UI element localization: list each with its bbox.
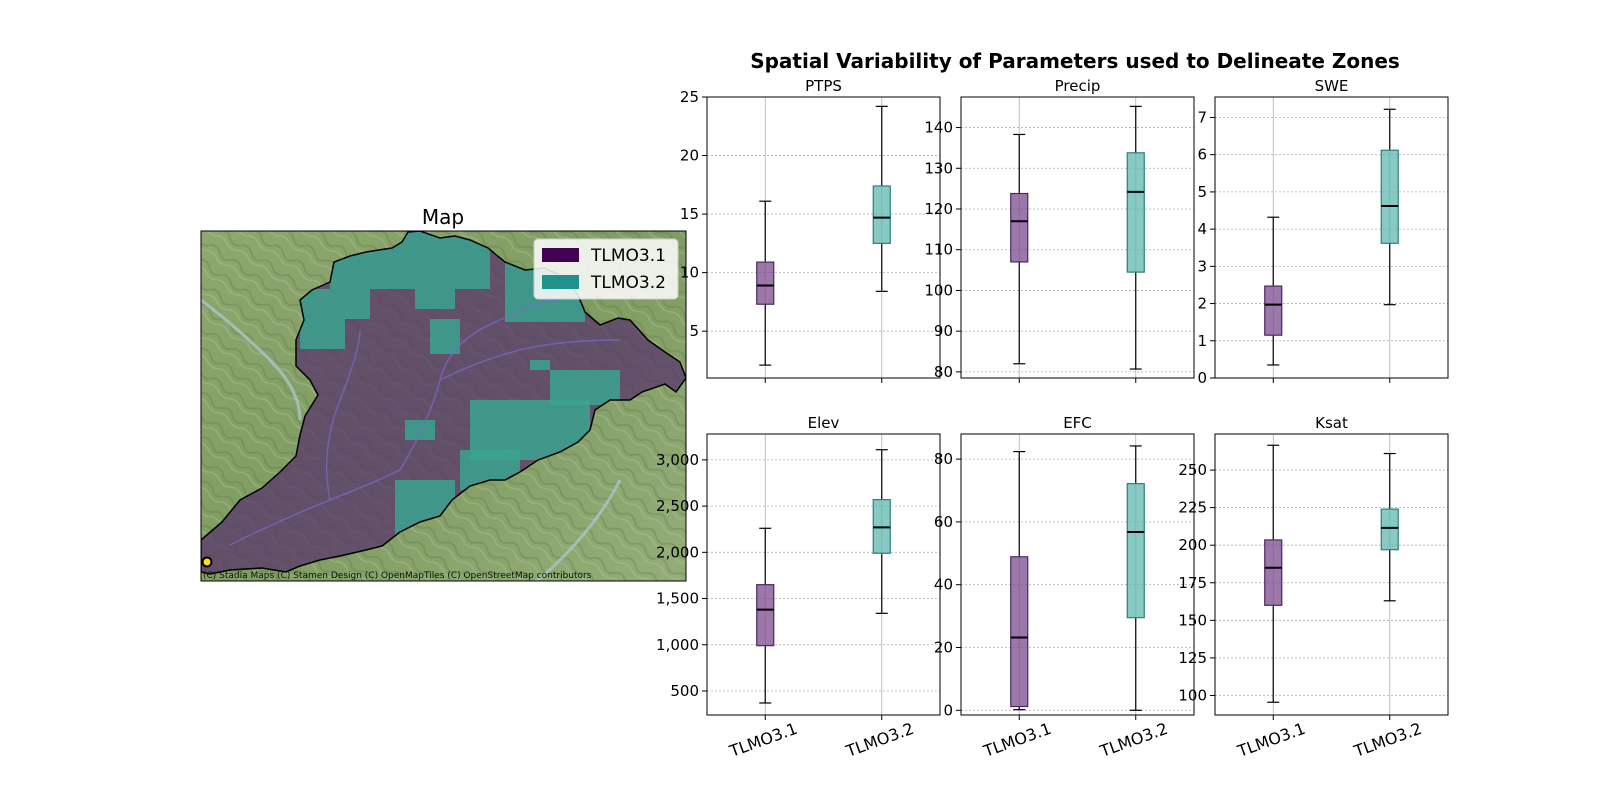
iqr-box [1126, 152, 1145, 273]
y-tick-label: 1,000 [656, 636, 699, 654]
y-tick-label: 2,500 [656, 497, 699, 515]
outlet-marker [201, 556, 213, 568]
x-tick-label: TLMO3.1 [980, 719, 1054, 761]
y-tick-label: 250 [1178, 461, 1207, 479]
x-tick-label: TLMO3.2 [1351, 719, 1425, 761]
boxplot-swe: 0 1 2 3 4 5 6 7 SWE [1197, 77, 1449, 387]
y-tick-label: 20 [680, 147, 699, 165]
y-tick-label: 80 [934, 450, 953, 468]
y-tick-label: 6 [1197, 146, 1207, 164]
y-tick-label: 130 [924, 159, 953, 177]
subplot-title: Precip [1055, 77, 1101, 95]
boxplot-precip: 80 90 100 110 120 130 140 Precip [924, 77, 1195, 383]
y-tick-label: 5 [689, 322, 699, 340]
y-tick-label: 15 [680, 205, 699, 223]
iqr-box [1264, 285, 1283, 336]
boxplot-panels: 510152025PTPS8090100110120130140Precip01… [656, 77, 1449, 761]
box-tlmo3-2 [872, 105, 891, 292]
figure-title: Spatial Variability of Parameters used t… [750, 49, 1400, 73]
y-tick-label: 25 [680, 88, 699, 106]
y-tick-label: 3 [1197, 257, 1207, 275]
y-tick-label: 80 [934, 363, 953, 381]
y-tick-label: 150 [1178, 611, 1207, 629]
box-tlmo3-2 [1126, 445, 1145, 711]
y-tick-label: 125 [1178, 649, 1207, 667]
axes-frame [960, 433, 1195, 716]
iqr-box [756, 584, 775, 647]
subplot-title: Ksat [1315, 414, 1348, 432]
boxplot-elev: 500 1,000 1,500 2,000 2,500 3,000 TLMO3.1 TLMO3… [656, 414, 941, 761]
subplot-title: Elev [808, 414, 840, 432]
axes-frame [706, 433, 941, 716]
x-tick-label: TLMO3.2 [1097, 719, 1171, 761]
iqr-box [1010, 556, 1029, 708]
y-tick-label: 90 [934, 322, 953, 340]
box-tlmo3-2 [1380, 108, 1399, 306]
iqr-box [1010, 192, 1029, 263]
axes-frame [1214, 96, 1449, 379]
iqr-box [872, 185, 891, 244]
subplot-title: EFC [1063, 414, 1092, 432]
y-tick-label: 0 [943, 701, 953, 719]
map-panel: Map [200, 205, 687, 582]
boxplot-ksat: 100 125 150 175 200 225 250 TLMO3.1 TLMO3.2 Ksat [1178, 414, 1449, 761]
map-legend: TLMO3.1 TLMO3.2 [533, 238, 679, 300]
box-tlmo3-1 [756, 200, 775, 366]
box-tlmo3-1 [1264, 216, 1283, 366]
y-tick-label: 2 [1197, 295, 1207, 313]
y-tick-label: 7 [1197, 108, 1207, 126]
x-tick-label: TLMO3.1 [726, 719, 800, 761]
iqr-box [1126, 483, 1145, 619]
y-tick-label: 5 [1197, 183, 1207, 201]
subplot-title: SWE [1315, 77, 1349, 95]
iqr-box [1380, 508, 1399, 551]
box-tlmo3-1 [1010, 133, 1029, 365]
box-tlmo3-1 [1264, 444, 1283, 703]
y-tick-label: 175 [1178, 574, 1207, 592]
y-tick-label: 3,000 [656, 451, 699, 469]
map-frame [200, 230, 687, 582]
iqr-box [1264, 539, 1283, 606]
y-tick-label: 200 [1178, 536, 1207, 554]
legend-label-tlmo3-2: TLMO3.2 [590, 273, 666, 293]
y-tick-label: 1,500 [656, 590, 699, 608]
box-tlmo3-2 [1126, 105, 1145, 370]
axes-frame [1214, 433, 1449, 716]
stream-network [229, 299, 621, 546]
box-tlmo3-1 [756, 527, 775, 704]
y-tick-label: 10 [680, 264, 699, 282]
axes-frame [706, 96, 941, 379]
boxplot-efc: 0 20 40 60 80 TLMO3.1 TLMO3.2 EFC [934, 414, 1195, 761]
y-tick-label: 1 [1197, 332, 1207, 350]
y-tick-label: 100 [1178, 686, 1207, 704]
iqr-box [1380, 149, 1399, 244]
y-tick-label: 120 [924, 200, 953, 218]
y-tick-label: 40 [934, 576, 953, 594]
y-tick-label: 110 [924, 241, 953, 259]
x-tick-label: TLMO3.2 [843, 719, 917, 761]
box-tlmo3-1 [1010, 450, 1029, 711]
box-tlmo3-2 [872, 449, 891, 614]
iqr-box [756, 261, 775, 305]
map-title: Map [422, 205, 464, 229]
axes-frame [960, 96, 1195, 379]
legend-label-tlmo3-1: TLMO3.1 [590, 246, 666, 266]
y-tick-label: 4 [1197, 220, 1207, 238]
y-tick-label: 100 [924, 281, 953, 299]
boxplot-ptps: 5 10 15 20 25 PTPS [680, 77, 941, 383]
y-tick-label: 2,000 [656, 543, 699, 561]
map-attribution: (C) Stadia Maps (C) Stamen Design (C) Op… [203, 571, 592, 581]
y-tick-label: 0 [1197, 369, 1207, 387]
legend-swatch-tlmo3-1 [542, 248, 579, 262]
subplot-title: PTPS [805, 77, 842, 95]
y-tick-label: 20 [934, 638, 953, 656]
y-tick-label: 500 [670, 682, 699, 700]
x-tick-label: TLMO3.1 [1234, 719, 1308, 761]
y-tick-label: 60 [934, 513, 953, 531]
legend-swatch-tlmo3-2 [542, 275, 579, 289]
box-tlmo3-2 [1380, 452, 1399, 602]
y-tick-label: 140 [924, 119, 953, 137]
y-tick-label: 225 [1178, 499, 1207, 517]
